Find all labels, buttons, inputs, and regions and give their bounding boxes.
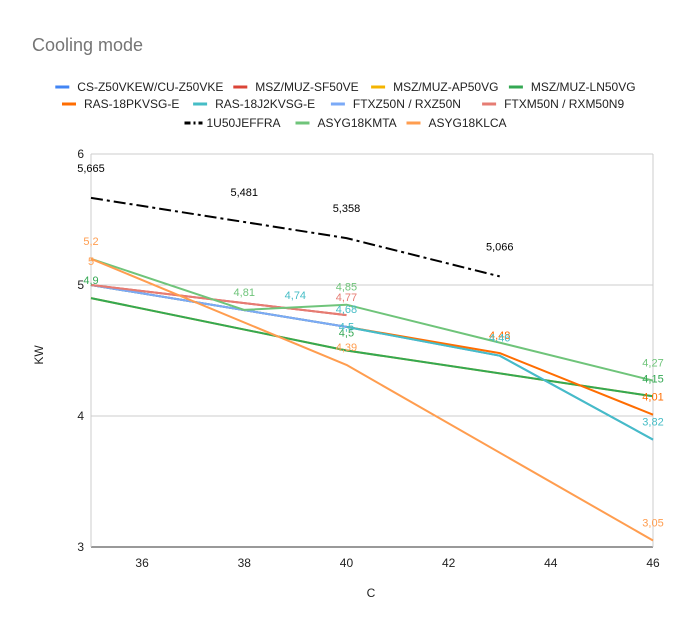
x-tick-label: 44 (544, 556, 558, 570)
y-tick-label: 5 (77, 278, 84, 292)
data-label: 4,9 (83, 275, 98, 287)
data-label: 4,74 (285, 290, 306, 302)
series-line-7 (90, 284, 347, 317)
legend-item-label: RAS-18J2KVSG-E (215, 97, 315, 111)
series-line-9 (90, 257, 654, 382)
data-label: 5,358 (333, 203, 361, 215)
x-tick-label: 38 (238, 556, 252, 570)
gridlines (90, 153, 654, 548)
data-label: 4,15 (642, 373, 663, 385)
chart-title: Cooling mode (32, 35, 143, 55)
legend-item-label: 1U50JEFFRA (207, 116, 281, 130)
data-label: 4,48 (489, 330, 510, 342)
y-tick-label: 3 (77, 540, 84, 554)
legend-item-label: ASYG18KMTA (318, 116, 397, 130)
x-tick-label: 42 (442, 556, 456, 570)
data-label: 4,85 (336, 282, 357, 294)
legend-item-label: FTXM50N / RXM50N9 (504, 97, 624, 111)
data-label: 4,27 (642, 358, 663, 370)
series-line-4 (90, 284, 654, 416)
y-axis-title: KW (32, 345, 46, 365)
legend: CS-Z50VKEW/CU-Z50VKE MSZ/MUZ-SF50VE MSZ/MU… (55, 80, 636, 130)
x-axis-ticks: 36 38 40 42 44 46 (135, 556, 660, 570)
legend-item-label: CS-Z50VKEW/CU-Z50VKE (77, 80, 223, 94)
x-tick-label: 46 (646, 556, 660, 570)
legend-item-label: RAS-18PKVSG-E (84, 97, 179, 111)
data-label: 4,46 (489, 333, 510, 345)
x-axis-title: C (367, 586, 376, 600)
data-label: 4,39 (336, 342, 357, 354)
x-tick-label: 36 (135, 556, 149, 570)
data-label: 5,2 (83, 236, 98, 248)
legend-item-label: MSZ/MUZ-AP50VG (393, 80, 498, 94)
data-label: 3,05 (642, 517, 663, 529)
data-label: 4,5 (339, 322, 354, 334)
y-axis-ticks: 3 4 5 6 (77, 147, 84, 554)
data-labels: 4,9 4,5 4,15 4,48 4,01 4,68 4,46 3,82 4,77 5,665 5… (77, 163, 663, 530)
data-label: 3,82 (642, 417, 663, 429)
legend-item-label: MSZ/MUZ-LN50VG (531, 80, 636, 94)
series-line-10 (90, 257, 654, 542)
legend-item-label: ASYG18KLCA (429, 116, 507, 130)
data-label: 4,5 (339, 328, 354, 340)
series-line-8 (90, 196, 500, 278)
data-label: 5,665 (77, 163, 105, 175)
data-label: 4,81 (234, 287, 255, 299)
y-tick-label: 4 (77, 409, 84, 423)
x-tick-label: 40 (340, 556, 354, 570)
legend-item-label: MSZ/MUZ-SF50VE (255, 80, 358, 94)
legend-item-label: FTXZ50N / RXZ50N (353, 97, 461, 111)
series-line-6 (90, 284, 347, 328)
data-label: 5,066 (486, 241, 514, 253)
data-label: 4,01 (642, 392, 663, 404)
series-line-3 (90, 297, 654, 398)
data-label: 5,481 (231, 187, 259, 199)
series-lines (90, 196, 654, 542)
data-label: 4,77 (336, 292, 357, 304)
data-label: 4,68 (336, 304, 357, 316)
y-tick-label: 6 (77, 147, 84, 161)
data-label: 5 (88, 256, 94, 268)
